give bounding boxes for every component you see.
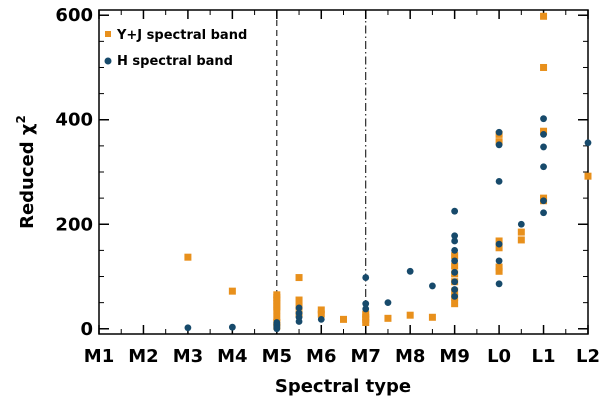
x-tick-label: M8 — [395, 346, 425, 367]
x-tick-label: M1 — [84, 346, 114, 367]
axis-ticks — [98, 10, 589, 334]
point-yj — [517, 236, 525, 244]
x-tick-label: M4 — [217, 346, 247, 367]
point-h — [451, 278, 459, 286]
legend-marker-h — [104, 57, 112, 65]
point-yj — [495, 244, 503, 252]
legend-label-yj: Y+J spectral band — [116, 28, 247, 43]
point-yj — [540, 12, 548, 20]
point-h — [495, 141, 503, 149]
point-yj — [317, 306, 325, 314]
point-yj — [451, 252, 459, 260]
y-tick-label: 600 — [55, 5, 93, 26]
y-axis-title-group: Reduced χ2 — [14, 115, 38, 229]
point-h — [451, 232, 459, 240]
point-yj — [184, 253, 192, 261]
point-yj — [584, 172, 592, 180]
legend-label-h: H spectral band — [117, 54, 233, 69]
point-h — [451, 257, 459, 265]
point-h — [273, 325, 281, 333]
x-tick-label: M7 — [351, 346, 381, 367]
point-yj — [540, 63, 548, 71]
point-h — [295, 304, 303, 312]
y-tick-label: 400 — [55, 110, 93, 131]
point-yj — [451, 300, 459, 308]
x-tick-label: L2 — [576, 346, 600, 367]
point-yj — [428, 313, 436, 321]
point-h — [540, 143, 547, 151]
point-h — [362, 305, 370, 313]
point-yj — [517, 228, 525, 236]
point-h — [540, 197, 547, 205]
point-h — [495, 240, 503, 248]
data-points — [184, 12, 592, 333]
point-yj — [295, 296, 303, 304]
svg-text:Reduced χ2: Reduced χ2 — [14, 115, 38, 229]
point-yj — [406, 311, 414, 319]
point-h — [228, 323, 236, 331]
point-yj — [273, 313, 281, 321]
point-h — [429, 282, 436, 290]
reference-lines — [276, 10, 367, 334]
point-h — [584, 139, 592, 147]
point-h — [451, 268, 459, 276]
x-tick-label: M5 — [262, 346, 292, 367]
point-h — [451, 292, 459, 300]
y-tick-label: 0 — [80, 319, 93, 340]
point-yj — [495, 263, 503, 271]
point-yj — [295, 274, 303, 282]
y-tick-labels: 0 200 400 600 — [55, 5, 93, 340]
x-tick-label: M9 — [439, 346, 469, 367]
point-h — [451, 207, 459, 215]
point-yj — [451, 262, 459, 270]
point-h — [495, 257, 503, 265]
point-h — [495, 128, 503, 136]
x-tick-labels: M1 M2 M3 M4 M5 M6 M7 M8 M9 L0 L1 L2 — [84, 346, 600, 367]
x-tick-label: M6 — [306, 346, 336, 367]
point-yj — [273, 296, 281, 304]
point-h — [451, 286, 459, 293]
x-tick-label: L0 — [487, 346, 511, 367]
point-h — [540, 130, 547, 138]
x-axis-title: Spectral type — [275, 376, 411, 397]
point-h — [317, 315, 325, 323]
point-yj — [362, 319, 370, 327]
point-h — [451, 237, 459, 245]
point-yj — [317, 310, 325, 318]
point-h — [295, 318, 303, 325]
x-tick-label: L1 — [532, 346, 556, 367]
point-h — [517, 220, 525, 228]
point-h — [451, 246, 459, 254]
y-axis-title-superscript: 2 — [14, 115, 28, 123]
point-yj — [273, 303, 281, 311]
x-tick-label: M2 — [128, 346, 158, 367]
point-h — [495, 280, 503, 288]
point-h — [495, 178, 503, 185]
point-yj — [273, 306, 281, 314]
point-yj — [340, 315, 347, 323]
y-axis-title: Reduced χ — [17, 123, 38, 229]
x-tick-label: M3 — [173, 346, 203, 367]
point-h — [184, 324, 192, 332]
point-h — [362, 300, 370, 308]
y-tick-label: 200 — [55, 214, 93, 235]
legend: Y+J spectral band H spectral band — [104, 28, 247, 69]
point-yj — [228, 287, 236, 295]
point-h — [362, 274, 370, 281]
point-h — [540, 163, 547, 171]
point-h — [540, 115, 547, 123]
point-h — [384, 299, 392, 307]
legend-marker-yj — [105, 31, 111, 37]
point-yj — [384, 314, 392, 322]
point-h — [406, 267, 414, 275]
point-yj — [495, 267, 503, 275]
point-h — [540, 209, 547, 217]
